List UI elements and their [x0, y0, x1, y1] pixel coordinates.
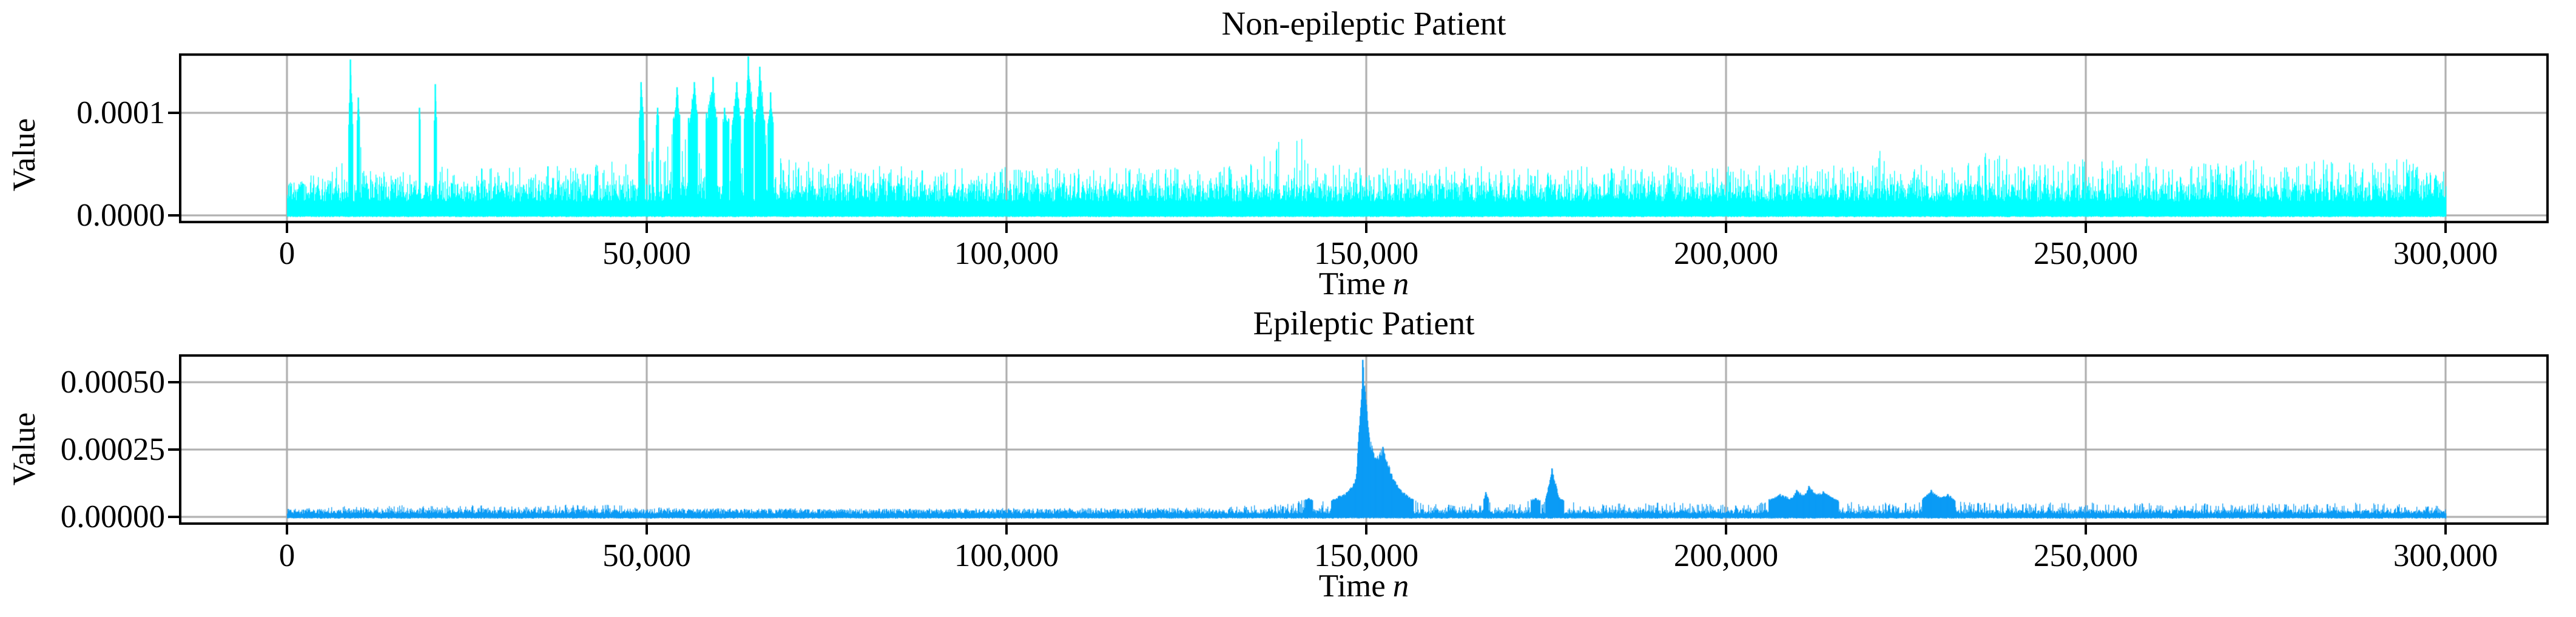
x-tick-label: 250,000	[2033, 236, 2139, 271]
x-tick-mark	[1725, 525, 1727, 534]
x-axis-label-variable: n	[1392, 266, 1409, 302]
x-tick-mark	[1725, 223, 1727, 233]
x-tick-mark	[286, 525, 288, 534]
y-tick-mark	[168, 214, 179, 217]
x-tick-label: 300,000	[2393, 538, 2498, 573]
chart-title-non-epileptic: Non-epileptic Patient	[1221, 5, 1506, 42]
x-tick-label: 50,000	[602, 538, 691, 573]
y-tick-mark	[168, 516, 179, 518]
x-tick-mark	[2444, 223, 2447, 233]
x-axis-label-text: Time	[1318, 568, 1386, 604]
chart-title-epileptic: Epileptic Patient	[1253, 305, 1475, 342]
x-tick-mark	[2085, 525, 2087, 534]
x-axis-label-text: Time	[1318, 266, 1386, 302]
y-tick-label: 0.00000	[60, 499, 165, 534]
y-tick-label: 0.00025	[60, 432, 165, 467]
x-tick-mark	[646, 525, 648, 534]
x-tick-label: 150,000	[1313, 236, 1419, 271]
x-axis-label-top: Time n	[179, 267, 2549, 301]
x-tick-label: 250,000	[2033, 538, 2139, 573]
y-tick-mark	[168, 381, 179, 383]
x-tick-mark	[2444, 525, 2447, 534]
non-epileptic-signal-plot	[179, 53, 2549, 223]
x-tick-mark	[286, 223, 288, 233]
x-tick-mark	[1365, 525, 1367, 534]
x-tick-label: 50,000	[602, 236, 691, 271]
y-tick-label: 0.0000	[76, 198, 165, 233]
x-tick-label: 100,000	[954, 236, 1059, 271]
y-tick-label: 0.0001	[76, 95, 165, 130]
x-tick-label: 200,000	[1673, 538, 1779, 573]
x-tick-mark	[1365, 223, 1367, 233]
x-tick-label: 100,000	[954, 538, 1059, 573]
y-tick-label: 0.00050	[60, 365, 165, 400]
x-tick-mark	[2085, 223, 2087, 233]
x-tick-mark	[1005, 223, 1008, 233]
x-tick-mark	[646, 223, 648, 233]
x-tick-label: 300,000	[2393, 236, 2498, 271]
x-tick-mark	[1005, 525, 1008, 534]
x-tick-label: 150,000	[1313, 538, 1419, 573]
x-tick-label: 0	[278, 538, 295, 573]
x-tick-label: 0	[278, 236, 295, 271]
y-tick-mark	[168, 448, 179, 451]
x-axis-label-variable: n	[1392, 568, 1409, 604]
x-tick-label: 200,000	[1673, 236, 1779, 271]
x-axis-label-bottom: Time n	[179, 569, 2549, 603]
y-tick-mark	[168, 112, 179, 114]
epileptic-signal-plot	[179, 354, 2549, 525]
